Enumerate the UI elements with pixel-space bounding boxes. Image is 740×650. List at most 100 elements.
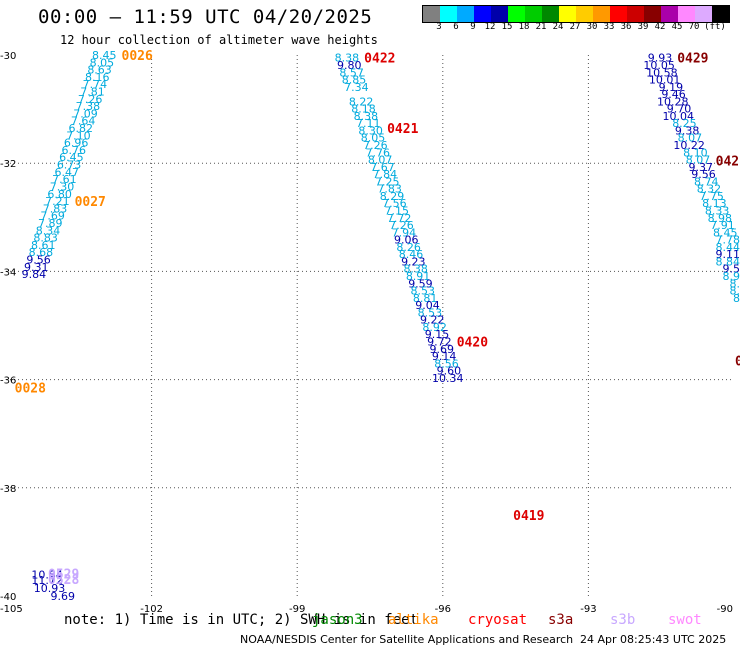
- wave-height-value: 7.94: [392, 226, 417, 239]
- wave-height-value: 7.91: [710, 219, 735, 232]
- page-subtitle: 12 hour collection of altimeter wave hei…: [60, 33, 378, 47]
- color-scale-label: 39: [637, 22, 649, 32]
- wave-height-value: 10.93: [34, 582, 66, 595]
- wave-height-value: 8.38: [335, 52, 360, 65]
- lon-tick-label: -96: [435, 604, 451, 615]
- wave-height-value: 9.37: [689, 161, 714, 174]
- color-scale-label: 27: [569, 22, 581, 32]
- wave-height-value: 10.04: [662, 110, 694, 123]
- pass-time-label: 0421: [387, 122, 418, 137]
- wave-height-value: 9.69: [430, 343, 455, 356]
- color-scale-label: 3: [436, 22, 442, 32]
- wave-height-value: 9.06: [394, 234, 419, 247]
- wave-height-value: 7.89: [38, 217, 63, 230]
- wave-height-value: 11.72: [31, 574, 63, 587]
- pass-time-label: 0027: [75, 195, 106, 210]
- wave-height-value: 8.13: [702, 197, 727, 210]
- pass-time-label: 0419: [513, 509, 544, 524]
- wave-height-value: 7.15: [384, 205, 409, 218]
- satellite-legend-item: swot: [668, 612, 702, 628]
- satellite-legend-item: s3a: [548, 612, 574, 628]
- wave-height-value: 9.23: [401, 255, 426, 268]
- wave-height-value: 7.61: [52, 173, 77, 186]
- wave-height-value: 7.30: [50, 180, 75, 193]
- wave-height-value: 8.91: [406, 270, 431, 283]
- wave-height-value: 10.28: [657, 95, 689, 108]
- color-scale-segment: [644, 6, 661, 22]
- color-scale-label: 24: [552, 22, 564, 32]
- wave-height-value: 8.07: [368, 154, 393, 167]
- wave-height-value: 8.53: [411, 285, 436, 298]
- wave-height-value: 8.33: [705, 205, 730, 218]
- page-title: 00:00 – 11:59 UTC 04/20/2025: [38, 6, 373, 28]
- wave-height-value: 7.10: [66, 129, 91, 142]
- wave-height-value: 9.46: [661, 88, 686, 101]
- wave-height-value: 7.25: [375, 175, 400, 188]
- color-scale-segment: [474, 6, 491, 22]
- pass-time-label: 0: [735, 355, 740, 370]
- wave-height-value: 7.11: [356, 117, 381, 130]
- wave-height-value: 9.38: [675, 124, 700, 137]
- pass-time-label: 0422: [364, 52, 395, 67]
- color-scale-segment: [508, 6, 525, 22]
- wave-height-value: 9.80: [337, 59, 362, 72]
- wave-height-value: 6.96: [64, 137, 89, 150]
- color-scale-bar: [422, 5, 730, 23]
- color-scale-label: (ft): [704, 22, 726, 32]
- wave-height-value: 6.82: [69, 122, 94, 135]
- wave-height-value: 8.68: [29, 246, 54, 259]
- color-scale-label: 18: [518, 22, 530, 32]
- wave-height-value: 8.: [730, 285, 740, 298]
- wave-height-value: 8.34: [36, 224, 61, 237]
- wave-height-value: 8.98: [708, 212, 733, 225]
- lon-tick-label: -90: [717, 604, 733, 615]
- wave-height-value: 9.19: [659, 81, 684, 94]
- lon-tick-label: -99: [289, 604, 305, 615]
- wave-height-value: 8.44: [716, 241, 740, 254]
- wave-height-value: 8.05: [361, 132, 386, 145]
- color-scale-label: 12: [484, 22, 496, 32]
- color-scale-segment: [423, 6, 440, 22]
- color-scale-segment: [525, 6, 542, 22]
- wave-height-value: 8.61: [31, 239, 56, 252]
- wave-height-value: 7.26: [363, 139, 388, 152]
- pass-time-label: 0529: [48, 567, 79, 582]
- wave-height-value: 9.14: [432, 350, 457, 363]
- timestamp-text: 24 Apr 08:25:43 UTC 2025: [580, 633, 727, 646]
- color-scale-segment: [491, 6, 508, 22]
- lat-tick-label: -40: [0, 592, 16, 603]
- wave-height-value: 6.45: [59, 151, 84, 164]
- wave-height-value: 8.10: [683, 146, 708, 159]
- wave-height-value: 8.92: [422, 321, 447, 334]
- wave-height-value: 6.80: [47, 188, 72, 201]
- wave-height-value: 8.9: [723, 270, 740, 283]
- wave-height-value: 8.25: [672, 117, 697, 130]
- wave-height-value: 7.26: [78, 93, 103, 106]
- lon-tick-label: -93: [580, 604, 596, 615]
- wave-height-value: 9.56: [26, 253, 51, 266]
- color-scale-segment: [576, 6, 593, 22]
- wave-height-value: 10.22: [673, 139, 705, 152]
- wave-height-value: 8.83: [33, 232, 58, 245]
- color-scale-segment: [627, 6, 644, 22]
- wave-height-value: 8.30: [358, 124, 383, 137]
- wave-height-value: 7.72: [387, 212, 412, 225]
- wave-height-value: 7.09: [73, 107, 98, 120]
- wave-height-value: 8.85: [342, 74, 367, 87]
- wave-height-value: 8: [733, 292, 740, 305]
- wave-height-value: 6.76: [62, 144, 87, 157]
- wave-height-value: 7.21: [45, 195, 70, 208]
- color-scale-label: 6: [453, 22, 459, 32]
- pass-time-label: 0429: [677, 52, 708, 67]
- color-scale-segment: [542, 6, 559, 22]
- color-scale-segment: [695, 6, 712, 22]
- wave-height-value: 6.47: [54, 166, 79, 179]
- wave-height-value: 9.84: [22, 268, 47, 281]
- wave-height-value: 8.45: [92, 49, 117, 62]
- wave-height-value: 10.05: [643, 59, 675, 72]
- credit-text: NOAA/NESDIS Center for Satellite Applica…: [240, 633, 574, 646]
- wave-height-value: 6.73: [57, 159, 82, 172]
- wave-height-value: 8.57: [339, 66, 364, 79]
- lat-tick-label: -36: [0, 376, 16, 387]
